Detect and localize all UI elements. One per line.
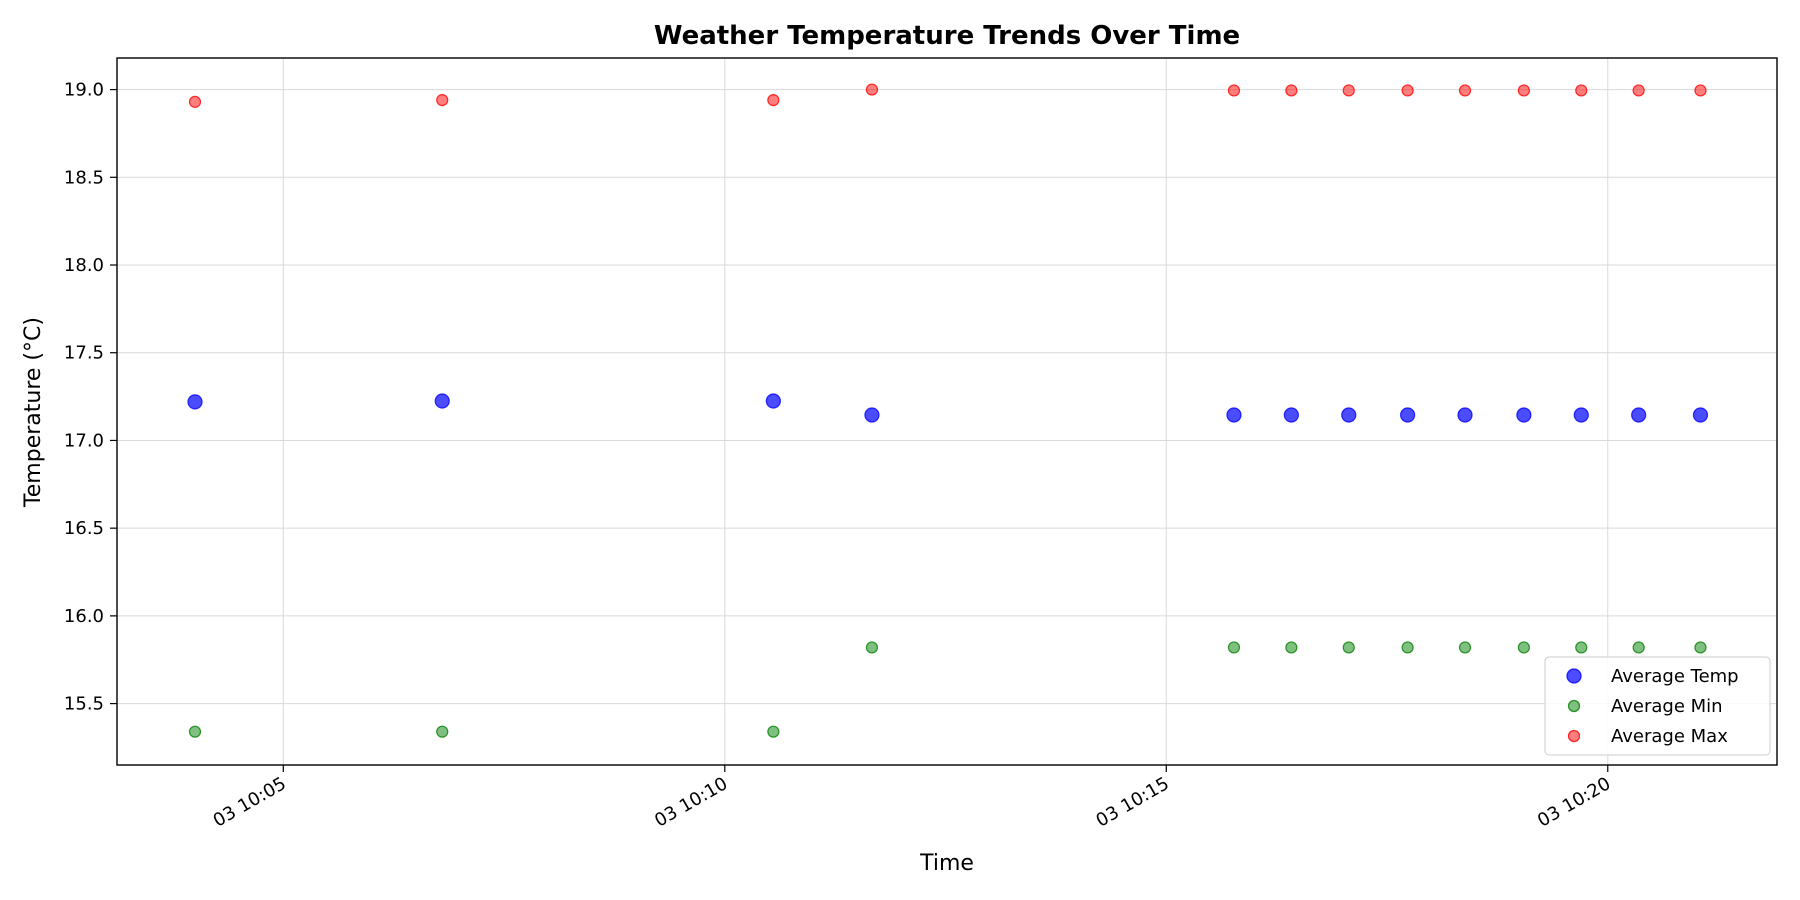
data-point-average-max bbox=[1285, 84, 1298, 97]
y-tick-label: 15.5 bbox=[64, 694, 104, 715]
legend: Average Temp Average Min Average Max bbox=[1544, 656, 1771, 756]
data-point-average-max bbox=[767, 94, 780, 107]
data-point-average-temp bbox=[1573, 407, 1589, 423]
legend-label-average-temp: Average Temp bbox=[1611, 666, 1739, 687]
y-axis-label: Temperature (°C) bbox=[21, 317, 46, 508]
data-point-average-max bbox=[1632, 84, 1645, 97]
legend-box bbox=[1544, 656, 1771, 756]
data-point-average-temp bbox=[434, 393, 450, 409]
data-point-average-temp bbox=[1341, 407, 1357, 423]
data-point-average-max bbox=[865, 83, 879, 96]
data-point-average-min bbox=[436, 725, 449, 738]
data-point-average-min bbox=[1342, 641, 1355, 654]
y-tick-label: 16.5 bbox=[64, 518, 104, 539]
data-point-average-temp bbox=[1283, 407, 1299, 423]
data-point-average-temp bbox=[864, 407, 880, 423]
y-tick-label: 16.0 bbox=[64, 606, 104, 627]
y-tick-label: 19.0 bbox=[64, 80, 104, 101]
data-point-average-max bbox=[188, 95, 202, 108]
legend-marker-average-max bbox=[1567, 729, 1581, 743]
data-point-average-min bbox=[1517, 641, 1530, 654]
data-point-average-min bbox=[1285, 641, 1298, 654]
data-point-average-temp bbox=[1692, 407, 1709, 423]
data-point-average-max bbox=[1575, 84, 1588, 97]
data-point-average-max bbox=[1227, 84, 1241, 97]
legend-marker-average-min bbox=[1567, 699, 1581, 713]
legend-label-average-max: Average Max bbox=[1611, 726, 1728, 747]
data-point-average-max bbox=[1694, 84, 1707, 97]
data-point-average-min bbox=[767, 725, 780, 738]
data-point-average-min bbox=[1694, 641, 1707, 654]
data-point-average-max bbox=[1342, 84, 1355, 97]
grid-lines bbox=[117, 58, 1777, 765]
data-point-average-min bbox=[1632, 641, 1645, 654]
plot-area-frame bbox=[116, 57, 1778, 766]
chart-title: Weather Temperature Trends Over Time bbox=[654, 21, 1240, 51]
y-tick-label: 17.0 bbox=[64, 430, 104, 451]
data-point-average-min bbox=[188, 725, 202, 738]
y-tick-label: 18.5 bbox=[64, 167, 104, 188]
x-axis-label: Time bbox=[919, 851, 974, 876]
data-point-average-min bbox=[1575, 641, 1588, 654]
data-point-average-max bbox=[1401, 84, 1414, 97]
y-tick-label: 17.5 bbox=[64, 343, 104, 364]
data-point-average-min bbox=[1401, 641, 1414, 654]
data-point-average-temp bbox=[1400, 407, 1416, 423]
data-point-average-temp bbox=[1631, 407, 1647, 423]
y-tick-label: 18.0 bbox=[64, 255, 104, 276]
data-point-average-max bbox=[1458, 84, 1472, 97]
data-point-average-max bbox=[1517, 84, 1530, 97]
data-point-average-temp bbox=[187, 394, 203, 410]
data-point-average-min bbox=[1227, 641, 1241, 654]
data-markers bbox=[187, 83, 1709, 738]
data-point-average-temp bbox=[1457, 407, 1473, 423]
legend-label-average-min: Average Min bbox=[1611, 696, 1723, 717]
data-point-average-min bbox=[865, 641, 879, 654]
data-point-average-temp bbox=[1516, 407, 1532, 423]
data-point-average-min bbox=[1458, 641, 1472, 654]
data-point-average-max bbox=[436, 94, 449, 107]
data-point-average-temp bbox=[1226, 407, 1242, 423]
data-point-average-temp bbox=[765, 393, 781, 409]
legend-marker-average-temp bbox=[1566, 668, 1582, 684]
